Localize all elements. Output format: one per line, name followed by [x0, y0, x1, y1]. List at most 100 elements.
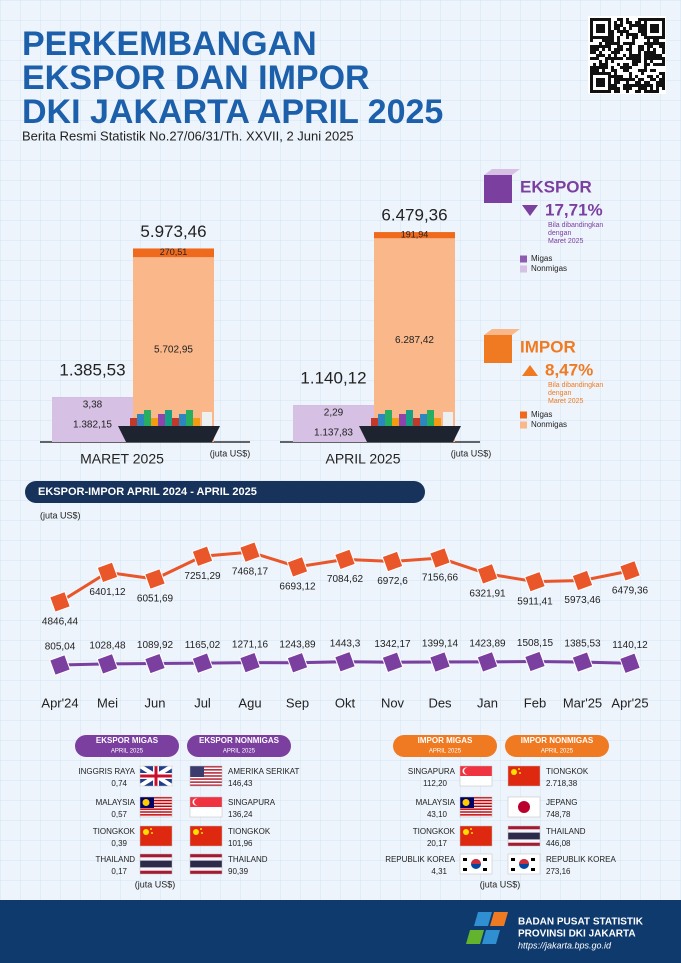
point-label: 1243,89 [279, 639, 316, 650]
qr-cell [614, 87, 617, 90]
qr-cell [662, 81, 665, 84]
flag-border [189, 825, 223, 847]
country: THAILAND [95, 855, 135, 864]
x-tick-label: Jun [145, 695, 166, 710]
qr-cell [629, 72, 632, 75]
qr-cell [641, 24, 644, 27]
qr-cell [638, 48, 641, 51]
qr-cell [644, 87, 647, 90]
point-label: 1165,02 [185, 640, 221, 651]
flag-part [200, 828, 202, 830]
x-tick-label: Feb [524, 695, 546, 710]
x-tick-label: Jan [477, 695, 498, 710]
point-label: 1342,17 [374, 639, 411, 650]
qr-cell [620, 45, 623, 48]
qr-cell [659, 57, 662, 60]
qr-cell [590, 66, 593, 69]
cube-icon [484, 335, 512, 363]
qr-cell [626, 81, 629, 84]
qr-cell [641, 33, 644, 36]
flag-part [511, 868, 515, 871]
qr-cell [623, 87, 626, 90]
qr-cell [614, 90, 617, 93]
qr-cell [611, 51, 614, 54]
point-label: 7084,62 [327, 574, 364, 585]
qr-cell [659, 54, 662, 57]
qr-cell [614, 54, 617, 57]
flag-border [459, 765, 493, 787]
qr-cell [662, 51, 665, 54]
qr-cell [632, 57, 635, 60]
qr-cell [623, 27, 626, 30]
flag [507, 825, 541, 847]
qr-cell [617, 18, 620, 21]
container [371, 418, 378, 426]
qr-cell [647, 51, 650, 54]
qr-cell [641, 18, 644, 21]
cube-marker [476, 650, 499, 673]
legend-swatch [520, 411, 527, 419]
bar-segment [374, 232, 455, 239]
legend-label: Nonmigas [531, 264, 567, 273]
qr-cell [617, 90, 620, 93]
flag-part [464, 767, 471, 775]
flag-part [460, 811, 492, 813]
cube-marker [381, 651, 404, 674]
flag-border [139, 796, 173, 818]
qr-cell [647, 39, 650, 42]
qr-cell [629, 33, 632, 36]
qr-cell [614, 81, 617, 84]
qr-cell [659, 72, 662, 75]
country-value: 101,96 [228, 839, 253, 848]
total-label: 1.385,53 [59, 361, 125, 380]
unit-label: (juta US$) [210, 448, 251, 458]
qr-cell [638, 57, 641, 60]
flag-part [518, 768, 520, 770]
qr-cell [644, 57, 647, 60]
cube-marker [286, 651, 309, 674]
qr-cell [653, 90, 656, 93]
qr-cell [611, 57, 614, 60]
cube-marker [476, 562, 499, 585]
qr-cell [647, 84, 650, 87]
point-label: 805,04 [45, 642, 76, 653]
country-value: 43,10 [427, 810, 448, 819]
qr-cell [641, 72, 644, 75]
legend-label: Migas [531, 254, 552, 263]
cube-marker [619, 559, 641, 582]
qr-cell [629, 24, 632, 27]
qr-cell [638, 45, 641, 48]
qr-cell [626, 66, 629, 69]
ship-bridge [202, 412, 212, 426]
flag-border [507, 796, 541, 818]
footer-url[interactable]: https://jakarta.bps.go.id [518, 940, 612, 950]
qr-cell [620, 48, 623, 51]
qr-cell [608, 54, 611, 57]
qr-cell [629, 57, 632, 60]
qr-cell [620, 18, 623, 21]
country-value: 112,20 [423, 779, 447, 788]
flag-border [459, 853, 493, 875]
qr-cell [602, 48, 605, 51]
flag-part [531, 858, 535, 861]
flag [139, 796, 173, 818]
qr-cell [614, 21, 617, 24]
unit-label: (juta US$) [451, 448, 492, 458]
footer-line: PROVINSI DKI JAKARTA [518, 929, 636, 940]
point-label: 1508,15 [517, 638, 554, 649]
qr-cell [614, 42, 617, 45]
x-tick-label: Apr'25 [611, 695, 648, 710]
qr-cell [629, 75, 632, 78]
cube-marker [524, 650, 546, 673]
qr-cell [617, 75, 620, 78]
qr-cell [611, 75, 614, 78]
container [186, 410, 193, 426]
footer-line: BADAN PUSAT STATISTIK [518, 917, 644, 928]
qr-cell [617, 27, 620, 30]
flag-part [190, 769, 222, 771]
total-label: 1.140,12 [300, 369, 366, 388]
flag-part [140, 805, 172, 807]
qr-cell [635, 33, 638, 36]
flag-part [190, 860, 222, 868]
qr-cell [629, 66, 632, 69]
